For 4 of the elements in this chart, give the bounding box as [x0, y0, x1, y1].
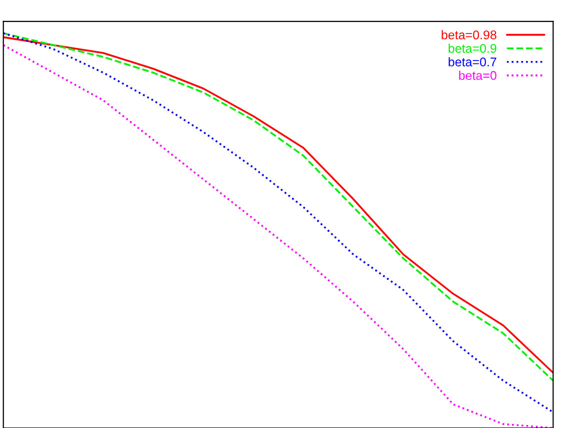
legend-label: beta=0 — [459, 70, 496, 80]
legend-label: beta=0.7 — [448, 57, 496, 66]
legend-label: beta=0.9 — [448, 44, 496, 53]
legend-label: beta=0.98 — [442, 30, 496, 40]
